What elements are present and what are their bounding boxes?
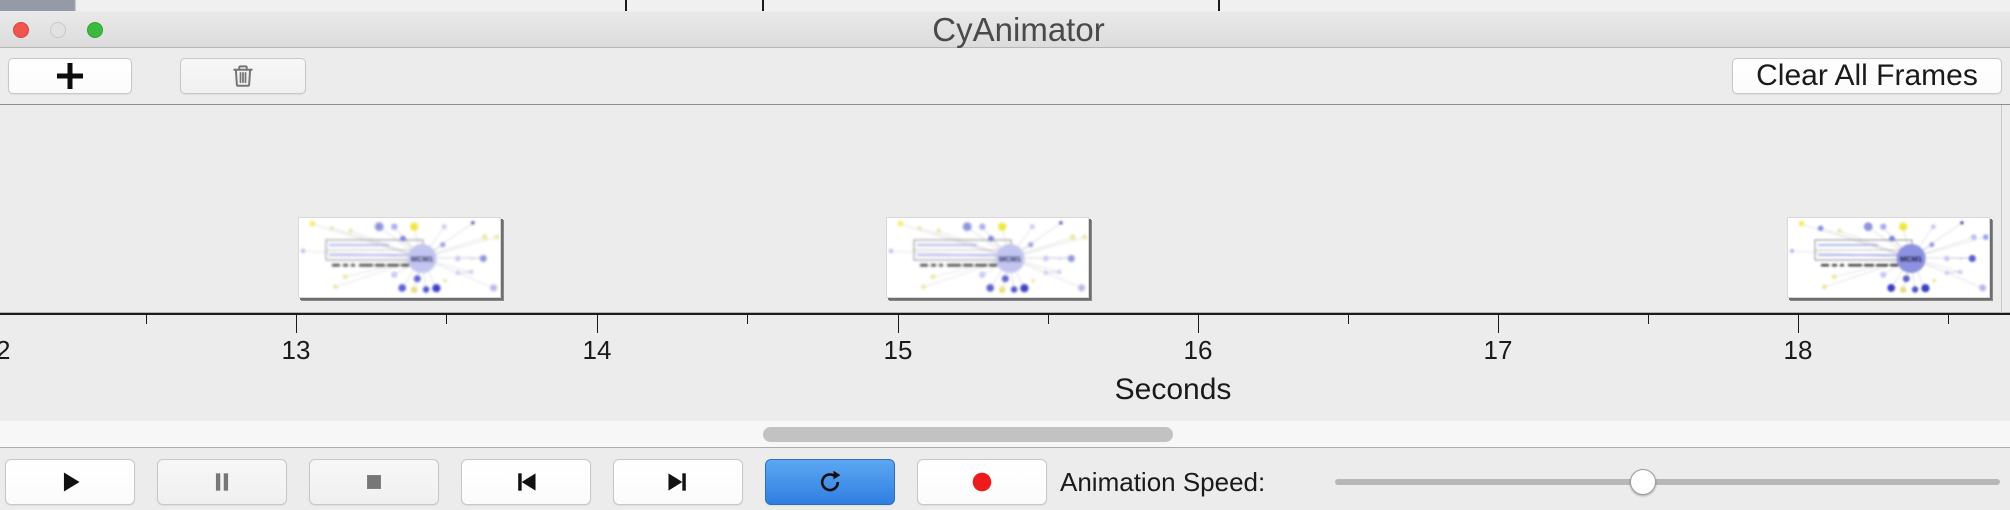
svg-text:MCM1: MCM1 xyxy=(1900,255,1922,264)
